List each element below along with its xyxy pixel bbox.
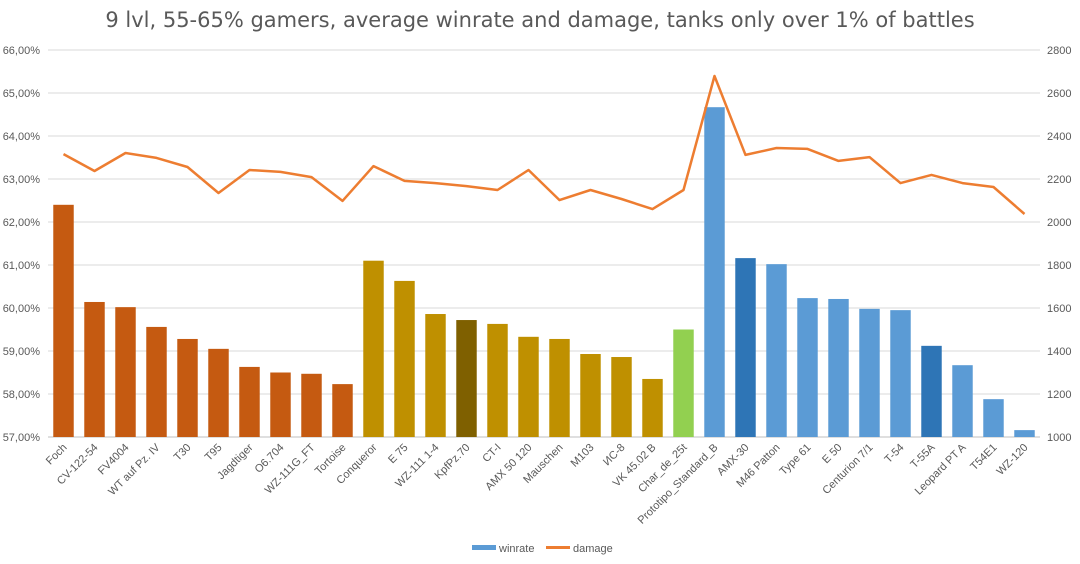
y-tick-label: 64,00% (3, 131, 41, 143)
winrate-bar (549, 338, 570, 437)
legend-winrate-label: winrate (498, 543, 534, 555)
legend-winrate-swatch (472, 545, 496, 550)
y-tick-label: 57,00% (3, 432, 41, 444)
winrate-bar (952, 365, 973, 437)
y2-tick-label: 1800 (1047, 260, 1071, 272)
winrate-bar (580, 354, 601, 437)
winrate-bar (797, 298, 818, 437)
winrate-bar (146, 326, 167, 437)
winrate-bar (735, 258, 756, 437)
winrate-bar (394, 280, 415, 437)
winrate-bar (1014, 430, 1035, 437)
winrate-bar (828, 298, 849, 437)
damage-line-group (62, 74, 1026, 215)
y2-tick-label: 2200 (1047, 174, 1071, 186)
winrate-bar (859, 308, 880, 437)
winrate-bar (456, 320, 477, 437)
damage-line (62, 74, 1026, 215)
y2-tick-label: 2800 (1047, 45, 1071, 57)
y-tick-label: 62,00% (3, 217, 41, 229)
y-tick-label: 61,00% (3, 260, 41, 272)
y2-tick-label: 2400 (1047, 131, 1071, 143)
y-tick-label: 59,00% (3, 346, 41, 358)
winrate-bar (363, 260, 384, 437)
y-axis-left: 57,00% 58,00% 59,00% 60,00% 61,00% 62,00% 63,0… (3, 45, 41, 444)
winrate-bar (239, 366, 260, 437)
winrate-bar (84, 301, 105, 437)
y-axis-right: 1000 1200 1400 1600 1800 2000 2200 2400 2600 2800 (1047, 45, 1071, 444)
winrate-bars (53, 107, 1035, 437)
y-tick-label: 65,00% (3, 88, 41, 100)
winrate-bar (518, 336, 539, 437)
y-tick-label: 66,00% (3, 45, 41, 57)
winrate-bar (53, 204, 74, 437)
winrate-bar (704, 107, 725, 437)
legend: winrate damage (472, 543, 613, 555)
y2-tick-label: 1200 (1047, 389, 1071, 401)
winrate-bar (611, 357, 632, 437)
winrate-bar (921, 345, 942, 437)
winrate-bar (890, 310, 911, 437)
winrate-bar (332, 384, 353, 437)
y2-tick-label: 1000 (1047, 432, 1071, 444)
winrate-bar (766, 264, 787, 437)
legend-damage-label: damage (573, 543, 613, 555)
y-tick-label: 63,00% (3, 174, 41, 186)
y2-tick-label: 1400 (1047, 346, 1071, 358)
winrate-bar (425, 314, 446, 437)
y2-tick-label: 1600 (1047, 303, 1071, 315)
chart-title: 9 lvl, 55-65% gamers, average winrate an… (105, 8, 974, 32)
winrate-bar (301, 373, 322, 437)
winrate-bar (673, 329, 694, 437)
y2-tick-label: 2600 (1047, 88, 1071, 100)
winrate-bar (115, 307, 136, 437)
y-tick-label: 60,00% (3, 303, 41, 315)
winrate-bar (642, 378, 663, 437)
winrate-bar (177, 338, 198, 437)
winrate-bar (983, 399, 1004, 437)
winrate-bar (270, 372, 291, 437)
winrate-bar (208, 348, 229, 437)
y2-tick-label: 2000 (1047, 217, 1071, 229)
y-tick-label: 58,00% (3, 389, 41, 401)
winrate-bar (487, 323, 508, 437)
